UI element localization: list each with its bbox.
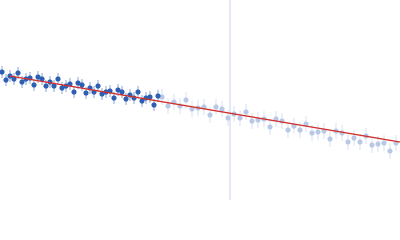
point	[3, 77, 9, 83]
point	[55, 76, 61, 82]
point	[327, 136, 333, 142]
point	[123, 96, 129, 102]
point	[249, 118, 255, 124]
point	[147, 94, 153, 100]
point	[83, 90, 89, 96]
point	[237, 115, 243, 121]
point	[11, 76, 17, 82]
point	[99, 91, 105, 97]
point	[369, 142, 375, 148]
point	[31, 82, 37, 88]
point	[219, 106, 225, 112]
point	[297, 127, 303, 133]
point	[189, 106, 195, 112]
point	[159, 94, 165, 100]
point	[381, 140, 387, 146]
fit-line	[9, 75, 400, 143]
point	[387, 148, 393, 154]
point	[75, 80, 81, 86]
point	[315, 129, 321, 135]
point	[309, 130, 315, 136]
point	[351, 135, 357, 141]
point	[243, 109, 249, 115]
point	[225, 115, 231, 121]
point	[19, 79, 25, 85]
point	[15, 70, 21, 76]
point	[213, 104, 219, 110]
point	[51, 83, 57, 89]
point	[135, 89, 141, 95]
point	[79, 82, 85, 88]
point	[183, 97, 189, 103]
point	[155, 93, 161, 99]
point	[43, 83, 49, 89]
chart	[0, 0, 400, 200]
point	[165, 103, 171, 109]
point	[71, 89, 77, 95]
point	[95, 83, 101, 89]
point	[151, 102, 157, 108]
point	[0, 69, 5, 75]
point	[357, 139, 363, 145]
point	[39, 76, 45, 82]
point	[111, 95, 117, 101]
point	[207, 112, 213, 118]
point	[285, 127, 291, 133]
point	[345, 139, 351, 145]
point	[139, 98, 145, 104]
point	[267, 124, 273, 130]
point	[115, 87, 121, 93]
point	[59, 85, 65, 91]
point	[375, 141, 381, 147]
point	[35, 74, 41, 80]
point	[119, 89, 125, 95]
